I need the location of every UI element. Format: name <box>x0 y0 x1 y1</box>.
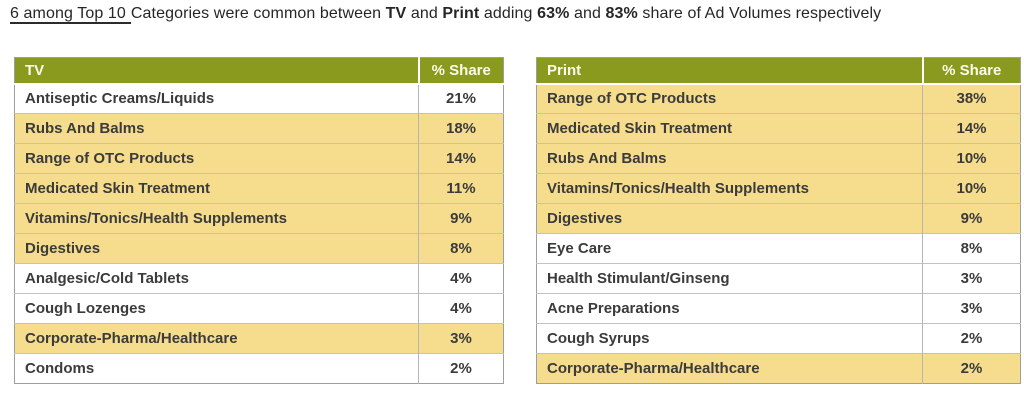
table-row: Range of OTC Products 14% <box>14 143 504 174</box>
table-row: Antiseptic Creams/Liquids 21% <box>14 83 504 114</box>
table-row: Acne Preparations 3% <box>536 293 1021 324</box>
share-cell: 3% <box>922 263 1021 294</box>
category-cell: Cough Lozenges <box>14 293 419 324</box>
print-share-header: % Share <box>921 57 1021 85</box>
title-part: and <box>406 5 443 22</box>
category-cell: Condoms <box>14 353 419 384</box>
category-cell: Eye Care <box>536 233 923 264</box>
table-row: Cough Syrups 2% <box>536 323 1021 354</box>
share-cell: 11% <box>418 173 504 204</box>
share-cell: 9% <box>922 203 1021 234</box>
category-cell: Corporate-Pharma/Healthcare <box>14 323 419 354</box>
category-cell: Rubs And Balms <box>536 143 923 174</box>
tv-header-row: TV % Share <box>14 57 504 85</box>
tv-share-table: TV % Share Antiseptic Creams/Liquids 21%… <box>14 57 504 384</box>
share-cell: 8% <box>922 233 1021 264</box>
table-row: Vitamins/Tonics/Health Supplements 10% <box>536 173 1021 204</box>
category-cell: Digestives <box>536 203 923 234</box>
share-cell: 10% <box>922 173 1021 204</box>
category-cell: Vitamins/Tonics/Health Supplements <box>14 203 419 234</box>
share-cell: 2% <box>418 353 504 384</box>
table-row: Medicated Skin Treatment 14% <box>536 113 1021 144</box>
title-part: Categories were common between <box>130 5 386 22</box>
share-cell: 3% <box>922 293 1021 324</box>
table-row: Corporate-Pharma/Healthcare 2% <box>536 353 1021 384</box>
category-cell: Vitamins/Tonics/Health Supplements <box>536 173 923 204</box>
tv-share-header: % Share <box>417 57 504 85</box>
page-title: 6 among Top 10 Categories were common bet… <box>10 5 1020 24</box>
share-cell: 38% <box>922 83 1021 114</box>
share-cell: 21% <box>418 83 504 114</box>
table-row: Health Stimulant/Ginseng 3% <box>536 263 1021 294</box>
category-cell: Range of OTC Products <box>14 143 419 174</box>
table-row: Corporate-Pharma/Healthcare 3% <box>14 323 504 354</box>
table-row: Condoms 2% <box>14 353 504 384</box>
share-cell: 14% <box>418 143 504 174</box>
category-cell: Analgesic/Cold Tablets <box>14 263 419 294</box>
table-row: Analgesic/Cold Tablets 4% <box>14 263 504 294</box>
tv-header-label: TV <box>14 57 419 85</box>
share-cell: 10% <box>922 143 1021 174</box>
share-cell: 18% <box>418 113 504 144</box>
share-cell: 8% <box>418 233 504 264</box>
category-cell: Range of OTC Products <box>536 83 923 114</box>
title-part: adding <box>479 5 538 22</box>
category-cell: Rubs And Balms <box>14 113 419 144</box>
print-share-table: Print % Share Range of OTC Products 38% … <box>536 57 1021 384</box>
share-cell: 2% <box>922 323 1021 354</box>
table-row: Digestives 9% <box>536 203 1021 234</box>
title-underlined-part: 6 among Top 10 <box>10 5 131 24</box>
title-part: and <box>569 5 606 22</box>
category-cell: Acne Preparations <box>536 293 923 324</box>
share-cell: 2% <box>922 353 1021 384</box>
share-cell: 4% <box>418 263 504 294</box>
table-row: Vitamins/Tonics/Health Supplements 9% <box>14 203 504 234</box>
category-cell: Digestives <box>14 233 419 264</box>
title-bold-tv: TV <box>385 5 407 22</box>
share-cell: 3% <box>418 323 504 354</box>
table-row: Range of OTC Products 38% <box>536 83 1021 114</box>
print-header-label: Print <box>536 57 923 85</box>
title-bold-63: 63% <box>537 5 570 22</box>
title-bold-83: 83% <box>605 5 638 22</box>
title-bold-print: Print <box>442 5 480 22</box>
table-row: Rubs And Balms 10% <box>536 143 1021 174</box>
category-cell: Health Stimulant/Ginseng <box>536 263 923 294</box>
table-row: Eye Care 8% <box>536 233 1021 264</box>
share-cell: 4% <box>418 293 504 324</box>
category-cell: Medicated Skin Treatment <box>14 173 419 204</box>
share-cell: 9% <box>418 203 504 234</box>
table-row: Digestives 8% <box>14 233 504 264</box>
share-cell: 14% <box>922 113 1021 144</box>
table-row: Medicated Skin Treatment 11% <box>14 173 504 204</box>
category-cell: Cough Syrups <box>536 323 923 354</box>
title-part: share of Ad Volumes respectively <box>637 5 882 22</box>
category-cell: Corporate-Pharma/Healthcare <box>536 353 923 384</box>
print-header-row: Print % Share <box>536 57 1021 85</box>
category-cell: Antiseptic Creams/Liquids <box>14 83 419 114</box>
category-cell: Medicated Skin Treatment <box>536 113 923 144</box>
table-row: Cough Lozenges 4% <box>14 293 504 324</box>
table-row: Rubs And Balms 18% <box>14 113 504 144</box>
